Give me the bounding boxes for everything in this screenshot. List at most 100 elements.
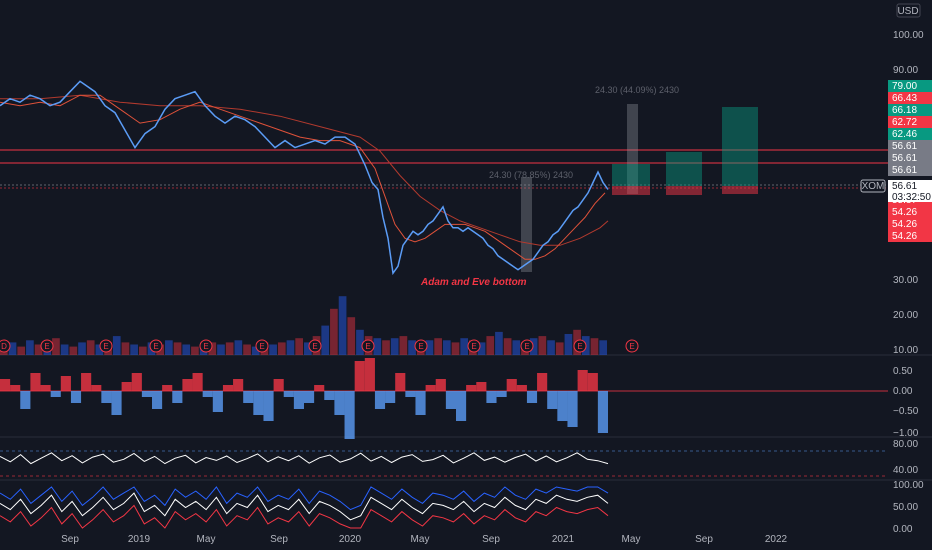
volume-bar bbox=[486, 336, 495, 355]
currency-badge[interactable] bbox=[896, 3, 921, 18]
price-axis: 100.00 90.00 80.00 30.00 20.00 10.00 79.0066.4… bbox=[888, 30, 932, 535]
volume-bar bbox=[86, 340, 95, 355]
last-price: 56.61 bbox=[892, 181, 917, 192]
time-tick: 2021 bbox=[552, 534, 575, 545]
osc-bar bbox=[516, 385, 527, 391]
volume-bar bbox=[373, 338, 382, 355]
earnings-marker bbox=[40, 339, 54, 353]
volume-bar bbox=[121, 342, 130, 355]
price-lines bbox=[0, 80, 609, 276]
countdown: 03:32:50 bbox=[892, 192, 931, 203]
earnings-marker bbox=[520, 339, 534, 353]
volume-bar bbox=[330, 308, 338, 355]
osc-bar bbox=[172, 391, 183, 403]
price-tick: 30.00 bbox=[893, 275, 918, 286]
rsi-tick: 80.00 bbox=[893, 439, 918, 450]
price-tag: 56.61 bbox=[892, 141, 917, 152]
price-tick: 100.00 bbox=[893, 30, 924, 41]
price-tag-box bbox=[888, 164, 932, 176]
osc-bar bbox=[141, 391, 152, 397]
price-tag-box bbox=[888, 116, 932, 128]
rsi-line bbox=[0, 452, 609, 465]
volume-bar bbox=[555, 342, 564, 355]
volume-bar bbox=[564, 334, 573, 355]
osc-bar bbox=[131, 373, 142, 391]
volume-bar bbox=[477, 342, 486, 355]
osc-tick: −0.50 bbox=[893, 406, 919, 417]
measure-label-2: 24.30 (44.09%) 2430 bbox=[595, 85, 679, 95]
time-tick: Sep bbox=[695, 534, 713, 545]
time-tick: 2019 bbox=[128, 534, 151, 545]
volume-bar bbox=[95, 344, 104, 355]
osc-bar bbox=[91, 385, 102, 391]
osc-bar bbox=[567, 391, 578, 427]
osc-bar bbox=[405, 391, 416, 397]
time-tick: Sep bbox=[61, 534, 79, 545]
volume-bar bbox=[112, 336, 121, 355]
earnings-label: E bbox=[577, 342, 582, 351]
stoch-pane bbox=[0, 486, 609, 529]
price-tag-box bbox=[888, 230, 932, 242]
osc-bar bbox=[283, 391, 294, 397]
osc-bar bbox=[415, 391, 426, 415]
adam-eve-annotation: Adam and Eve bottom bbox=[420, 277, 527, 288]
osc-bar bbox=[273, 379, 284, 391]
osc-bar bbox=[537, 373, 548, 391]
price-tag: 62.46 bbox=[892, 129, 917, 140]
osc-bar bbox=[476, 382, 487, 391]
volume-bar bbox=[347, 317, 356, 355]
osc-bar bbox=[233, 379, 244, 391]
profit-zone bbox=[666, 152, 702, 186]
osc-bar bbox=[243, 391, 254, 403]
time-tick: May bbox=[411, 534, 430, 545]
volume-bar bbox=[277, 342, 286, 355]
volume-bar bbox=[17, 346, 26, 355]
osc-bar bbox=[314, 385, 325, 391]
stoch-line bbox=[0, 492, 609, 521]
position-boxes bbox=[521, 104, 758, 272]
volume-bar bbox=[451, 342, 460, 355]
earnings-label: E bbox=[471, 342, 476, 351]
price-tag: 54.26 bbox=[892, 231, 917, 242]
stoch-tick: 50.00 bbox=[893, 502, 918, 513]
earnings-label: E bbox=[365, 342, 370, 351]
osc-bar bbox=[222, 385, 234, 391]
earnings-label: E bbox=[103, 342, 108, 351]
measure-bar-2 bbox=[627, 104, 638, 194]
earnings-label: E bbox=[153, 342, 158, 351]
volume-bar bbox=[165, 340, 173, 355]
price-tag: 54.26 bbox=[892, 207, 917, 218]
osc-bar bbox=[182, 379, 193, 391]
volume-bar bbox=[442, 340, 451, 355]
volume-bar bbox=[269, 344, 277, 355]
earnings-marker bbox=[361, 339, 375, 353]
earnings-marker bbox=[0, 339, 11, 353]
osc-bar bbox=[81, 373, 92, 391]
sma-fast-line bbox=[0, 94, 606, 260]
currency-label[interactable]: USD bbox=[897, 6, 918, 17]
price-tag-box bbox=[888, 218, 932, 230]
earnings-label: E bbox=[259, 342, 264, 351]
earnings-marker bbox=[573, 339, 587, 353]
earnings-label: E bbox=[44, 342, 49, 351]
stoch-upper bbox=[0, 486, 609, 511]
volume-bar bbox=[295, 338, 303, 355]
volume-bar bbox=[52, 338, 60, 355]
earnings-marker bbox=[414, 339, 428, 353]
earnings-marker bbox=[625, 339, 639, 353]
rsi-tick: 40.00 bbox=[893, 465, 918, 476]
time-tick: Sep bbox=[482, 534, 500, 545]
earnings-marker bbox=[467, 339, 481, 353]
symbol-tag-box bbox=[860, 179, 886, 193]
earnings-label: E bbox=[629, 342, 634, 351]
earnings-marker bbox=[149, 339, 163, 353]
volume-bar bbox=[599, 340, 607, 355]
osc-bar bbox=[20, 391, 31, 409]
price-tick: 20.00 bbox=[893, 310, 918, 321]
volume-bar bbox=[382, 340, 390, 355]
osc-bar bbox=[324, 391, 335, 400]
price-tag-box bbox=[888, 128, 932, 140]
price-tag-box bbox=[888, 104, 932, 116]
sma-slow-line bbox=[0, 94, 609, 246]
